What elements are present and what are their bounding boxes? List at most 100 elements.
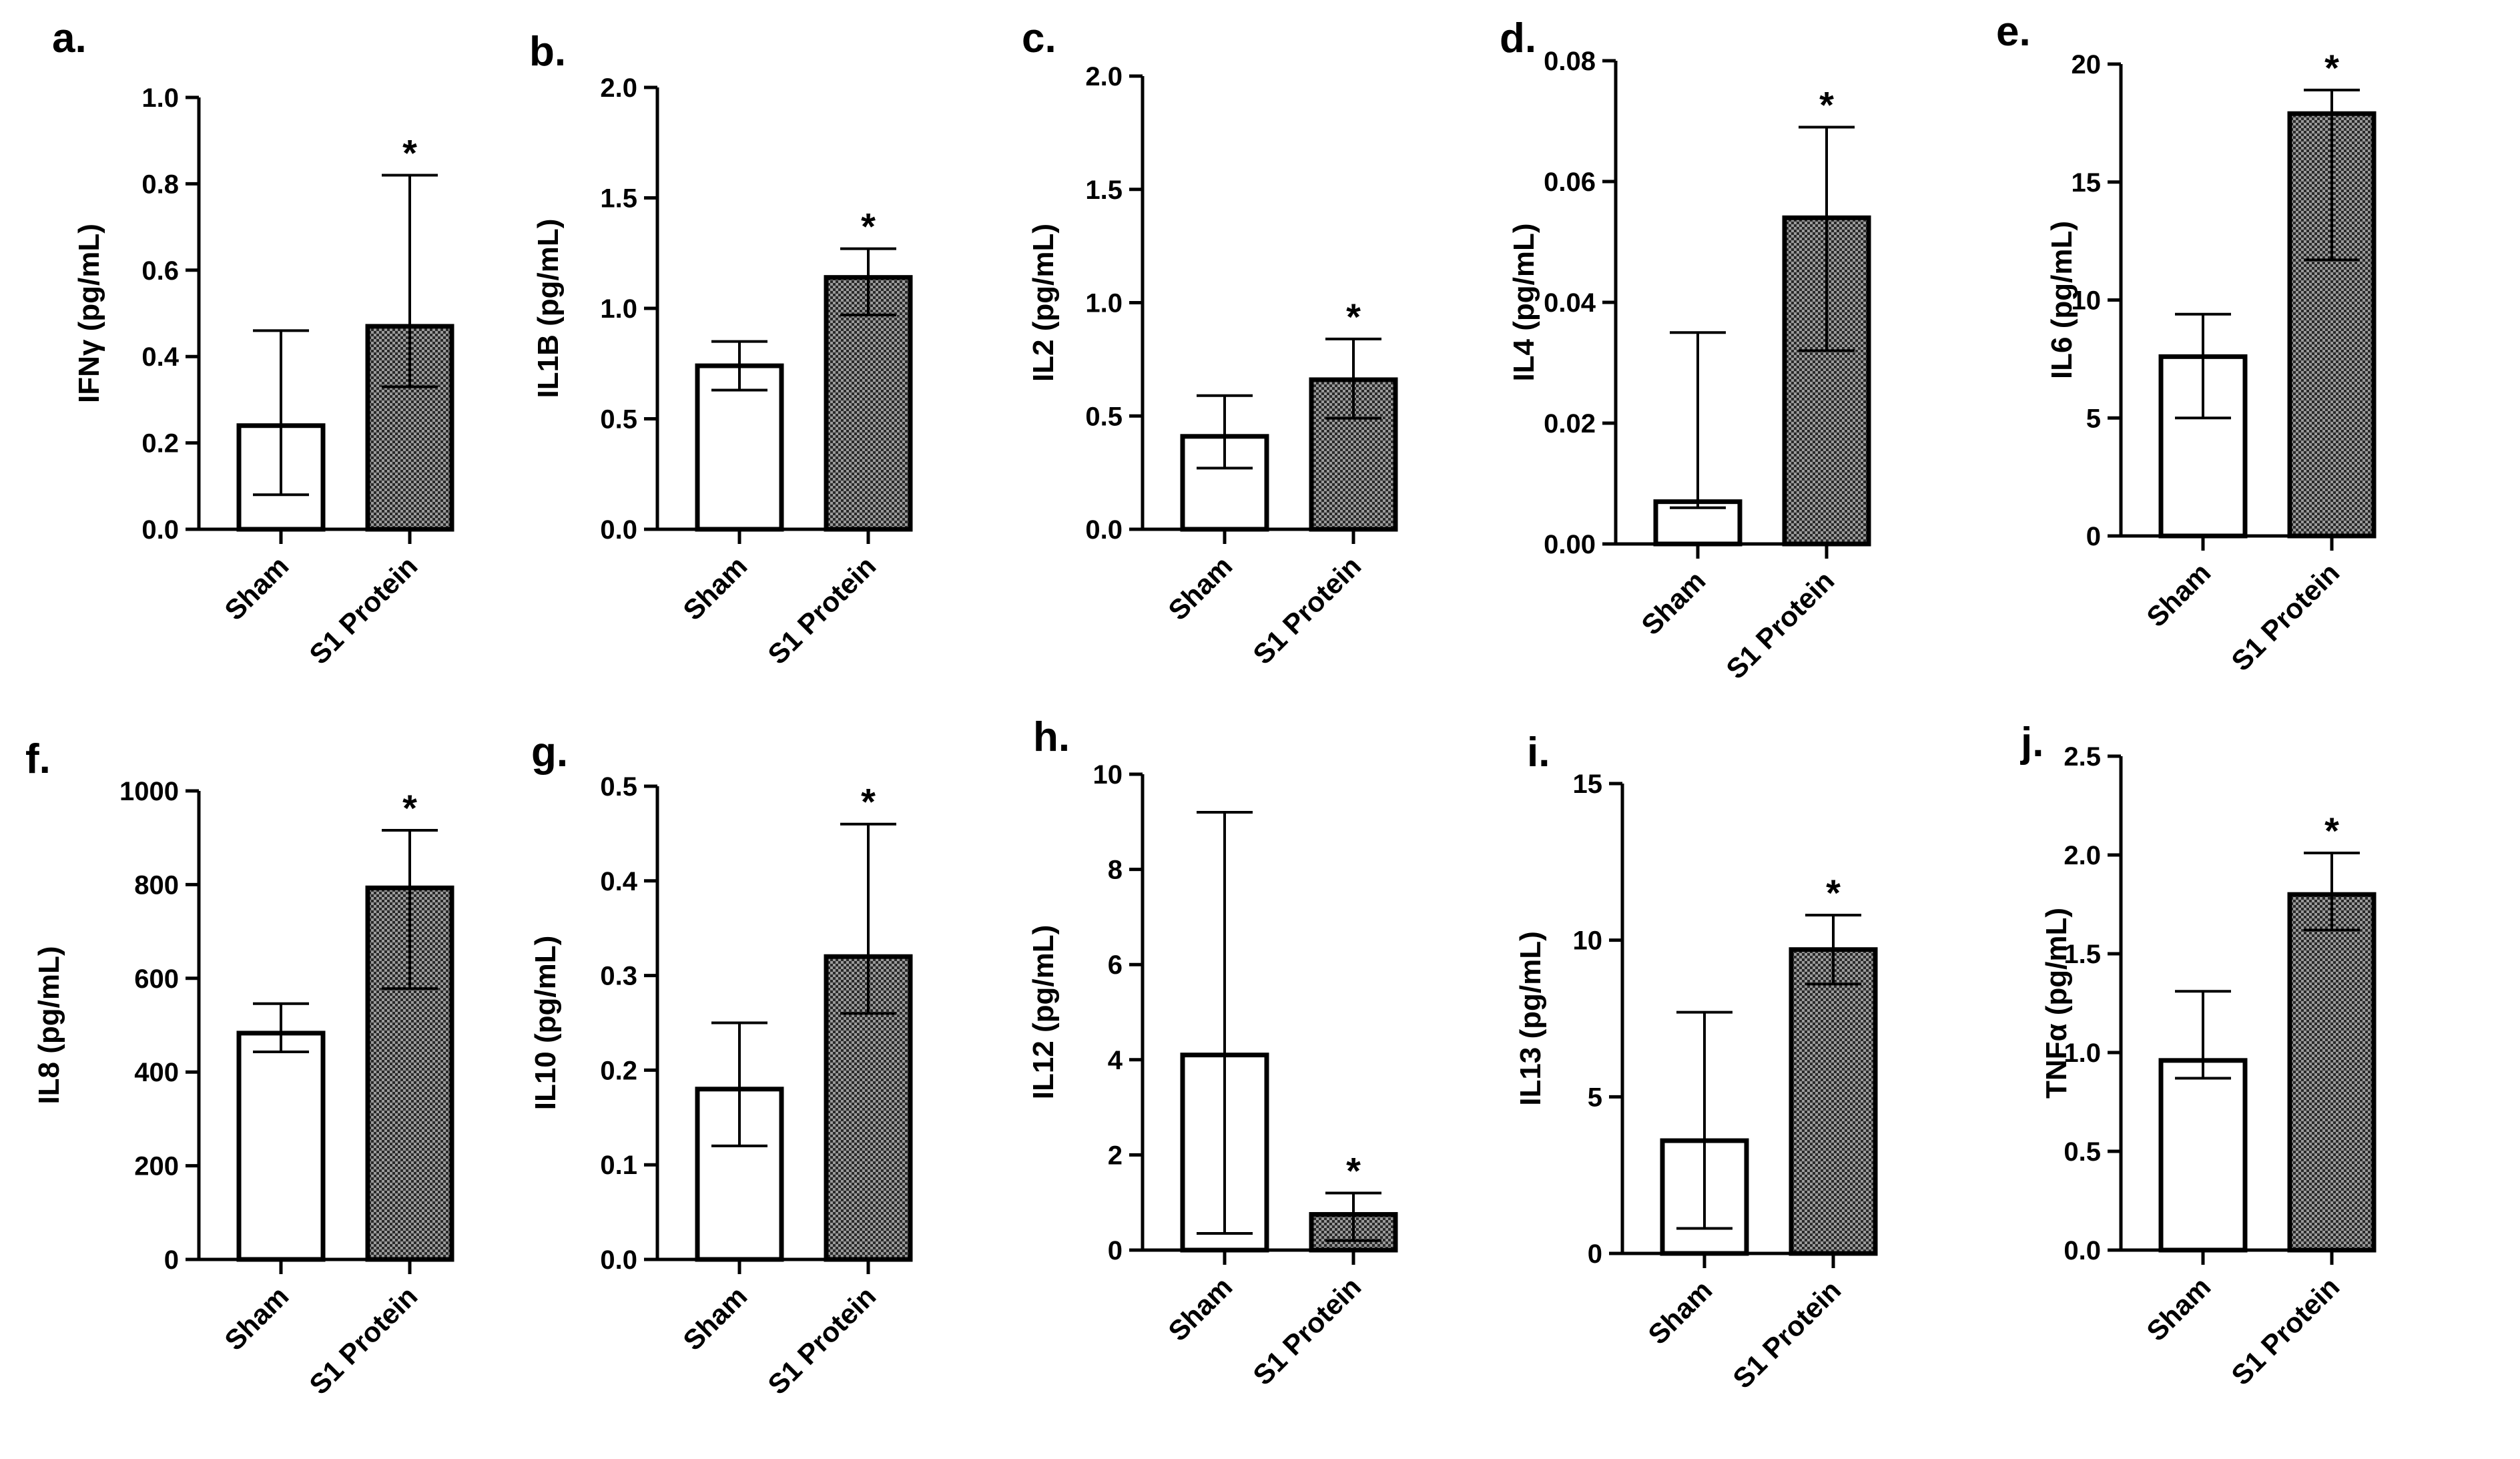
y-tick-label: 1.0 [1085,289,1123,318]
y-axis-label: TNFα (pg/mL) [2040,908,2073,1099]
y-tick-label: 4 [1108,1046,1123,1075]
y-tick-label: 1.0 [2064,1039,2101,1068]
x-category-label: S1 Protein [303,550,423,670]
y-tick-label: 0.2 [141,429,179,459]
y-tick-label: 0.8 [141,170,179,199]
x-category-label: S1 Protein [2225,557,2345,677]
significance-star: * [1346,1149,1361,1191]
y-tick-label: 0.5 [600,772,637,802]
y-tick-label: 0 [1588,1239,1602,1269]
x-category-label: Sham [1635,565,1711,641]
bar-s1-protein [1789,947,1878,1256]
panel-label: g. [531,730,568,776]
y-axis-label: IL10 (pg/mL) [529,936,562,1111]
y-axis-label: IL12 (pg/mL) [1027,925,1060,1100]
y-tick-label: 6 [1108,950,1123,980]
y-tick-label: 0 [2086,522,2101,551]
y-tick-label: 15 [2072,168,2102,198]
chart-panel-a: a. 0.0 0.2 0.4 0.6 0.8 1.0 IFNγ (pg/mL) Sham * S1 … [52,15,454,670]
x-category-label: Sham [2140,1271,2216,1347]
y-tick-label: 2 [1108,1141,1123,1170]
chart-panel-g: g. 0.0 0.1 0.2 0.3 0.4 0.5 IL10 (pg/mL) Sham * S1 … [529,730,913,1400]
panel-label: h. [1033,714,1070,760]
y-tick-label: 8 [1108,856,1123,885]
chart-panel-f: f. 0 200 400 600 800 1000 IL8 (pg/mL) Sham * S1 Pr… [25,736,454,1400]
x-category-label: S1 Protein [1726,1274,1847,1394]
panel-label: a. [52,15,87,61]
y-tick-label: 0.1 [600,1151,637,1180]
significance-star: * [1346,296,1361,338]
chart-panel-d: d. 0.00 0.02 0.04 0.06 0.08 IL4 (pg/mL) Sham * S1… [1500,15,1871,685]
y-tick-label: 0.00 [1544,530,1596,559]
y-axis-label: IFNγ (pg/mL) [73,224,105,403]
panel-label: d. [1500,15,1536,61]
chart-panel-i: i. 0 5 10 15 IL13 (pg/mL) Sham * S1 Protein [1514,730,1878,1394]
x-category-label: S1 Protein [761,1280,882,1400]
y-tick-label: 1.0 [600,294,637,324]
y-tick-label: 0.5 [1085,402,1123,431]
y-tick-label: 0.02 [1544,409,1596,439]
y-tick-label: 0.4 [141,342,179,372]
y-tick-label: 5 [1588,1083,1602,1112]
y-tick-label: 200 [134,1152,179,1181]
bar-s1-protein [824,275,913,532]
x-category-label: S1 Protein [303,1280,423,1400]
x-category-label: Sham [677,1280,753,1356]
significance-star: * [1826,872,1841,914]
panel-label: j. [2020,719,2043,766]
x-category-label: Sham [1162,550,1238,626]
y-tick-label: 0.5 [600,405,637,434]
chart-panel-h: h. 0 2 4 6 8 10 IL12 (pg/mL) Sham * S1 Protein [1027,714,1398,1391]
bar-sham [2158,1058,2248,1253]
significance-star: * [402,787,417,829]
bar-sham [236,1031,326,1262]
bar-sham [695,363,784,532]
y-tick-label: 0.06 [1544,168,1596,197]
y-tick-label: 20 [2072,50,2102,79]
y-axis-label: IL2 (pg/mL) [1027,224,1060,382]
x-category-label: Sham [218,550,294,626]
y-axis-label: IL6 (pg/mL) [2045,221,2078,379]
significance-star: * [861,781,876,823]
panel-label: b. [529,29,566,75]
y-tick-label: 0.0 [600,515,637,545]
y-tick-label: 1.5 [1085,176,1123,205]
y-tick-label: 0.08 [1544,47,1596,76]
y-tick-label: 800 [134,870,179,900]
y-tick-label: 0.3 [600,962,637,991]
x-category-label: S1 Protein [2225,1271,2345,1391]
y-tick-label: 10 [1093,760,1123,790]
x-category-label: Sham [1642,1274,1718,1350]
y-tick-label: 0.0 [1085,515,1123,545]
y-tick-label: 2.0 [600,73,637,103]
y-axis-label: IL8 (pg/mL) [33,946,65,1104]
y-tick-label: 0.0 [141,515,179,545]
y-tick-label: 0.6 [141,256,179,286]
y-tick-label: 1.5 [600,184,637,214]
y-axis-label: IL1B (pg/mL) [532,219,565,398]
y-tick-label: 1.0 [141,83,179,113]
y-tick-label: 5 [2086,404,2101,433]
y-tick-label: 600 [134,964,179,994]
x-category-label: S1 Protein [1247,550,1367,670]
y-tick-label: 15 [1573,770,1603,799]
x-category-label: Sham [2140,557,2216,633]
x-category-label: Sham [218,1280,294,1356]
y-tick-label: 2.0 [2064,841,2101,870]
significance-star: * [402,131,417,174]
x-category-label: Sham [677,550,753,626]
y-tick-label: 1000 [119,777,179,806]
y-tick-label: 0.4 [600,867,637,896]
y-tick-label: 0.0 [600,1245,637,1275]
y-axis-label: IL13 (pg/mL) [1514,931,1547,1106]
y-axis-label: IL4 (pg/mL) [1508,223,1540,381]
y-tick-label: 10 [2072,286,2102,316]
y-tick-label: 0.0 [2064,1236,2101,1265]
y-tick-label: 2.5 [2064,742,2101,772]
y-tick-label: 0 [1108,1236,1123,1265]
bar-s1-protein [2287,892,2377,1253]
y-tick-label: 0.04 [1544,288,1596,318]
significance-star: * [1819,84,1834,126]
y-tick-label: 0.5 [2064,1137,2101,1167]
